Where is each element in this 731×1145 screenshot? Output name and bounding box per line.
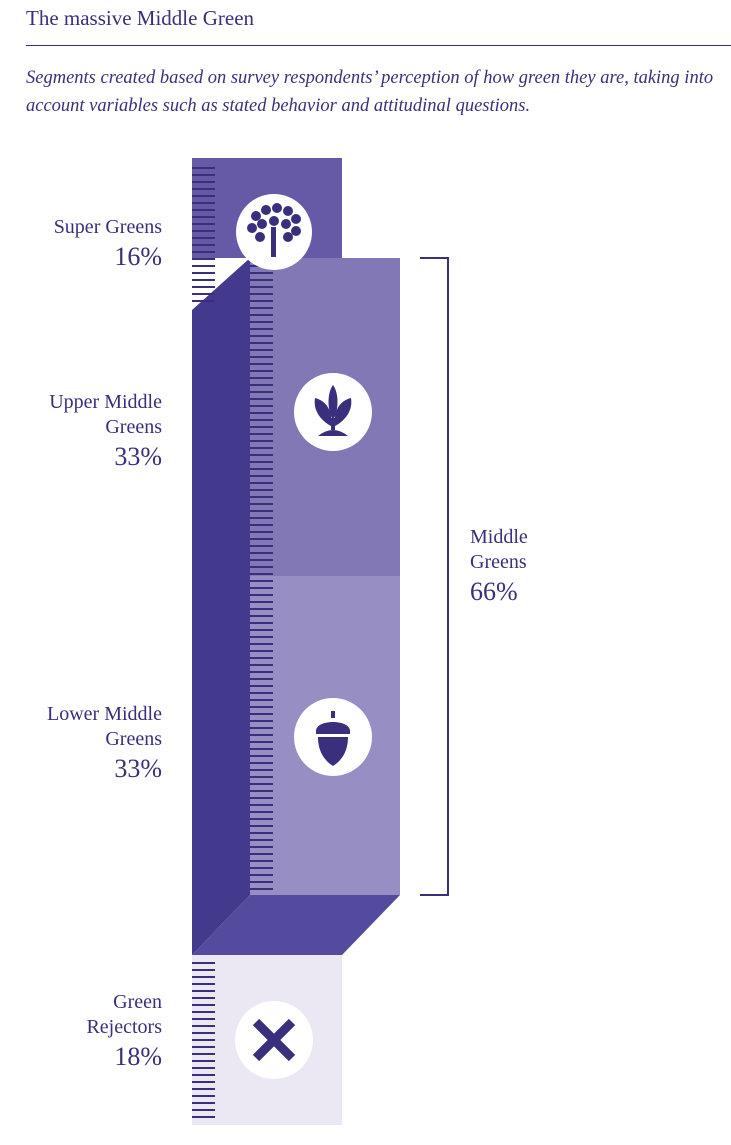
label-green-rejectors: Green Rejectors 18% bbox=[86, 990, 162, 1074]
tree-icon bbox=[236, 194, 312, 270]
bar-middle-bottom bbox=[192, 895, 400, 955]
label-lower-middle-greens: Lower Middle Greens 33% bbox=[47, 702, 162, 786]
label-middle-name-1: Middle bbox=[470, 526, 528, 548]
sprout-icon bbox=[294, 373, 372, 451]
label-rejectors-pct: 18% bbox=[114, 1042, 162, 1071]
acorn-icon bbox=[294, 698, 372, 776]
chart-subtitle: Segments created based on survey respond… bbox=[26, 68, 714, 116]
label-upper-name-2: Greens bbox=[105, 416, 162, 438]
title-divider bbox=[26, 45, 731, 46]
label-upper-middle-greens: Upper Middle Greens 33% bbox=[49, 390, 162, 474]
label-middle-pct: 66% bbox=[470, 577, 518, 606]
label-super-greens-pct: 16% bbox=[114, 242, 162, 271]
ruler-ticks-rejectors bbox=[192, 962, 215, 1118]
label-rejectors-name-1: Green bbox=[113, 991, 162, 1013]
label-middle-greens: Middle Greens 66% bbox=[470, 525, 528, 609]
ruler-ticks-middle bbox=[250, 265, 273, 890]
label-super-greens: Super Greens 16% bbox=[54, 215, 162, 274]
x-icon bbox=[235, 1001, 313, 1079]
bar-middle-side bbox=[192, 258, 250, 955]
label-lower-name-2: Greens bbox=[105, 728, 162, 750]
label-rejectors-name-2: Rejectors bbox=[86, 1016, 162, 1038]
ruler-ticks-super bbox=[192, 167, 215, 302]
label-upper-pct: 33% bbox=[114, 442, 162, 471]
middle-greens-bracket bbox=[420, 257, 449, 896]
label-lower-name-1: Lower Middle bbox=[47, 703, 162, 725]
label-middle-name-2: Greens bbox=[470, 551, 527, 573]
label-super-greens-name: Super Greens bbox=[53, 216, 162, 238]
chart-title: The massive Middle Green bbox=[26, 6, 255, 30]
label-lower-pct: 33% bbox=[114, 754, 162, 783]
label-upper-name-1: Upper Middle bbox=[49, 391, 162, 413]
